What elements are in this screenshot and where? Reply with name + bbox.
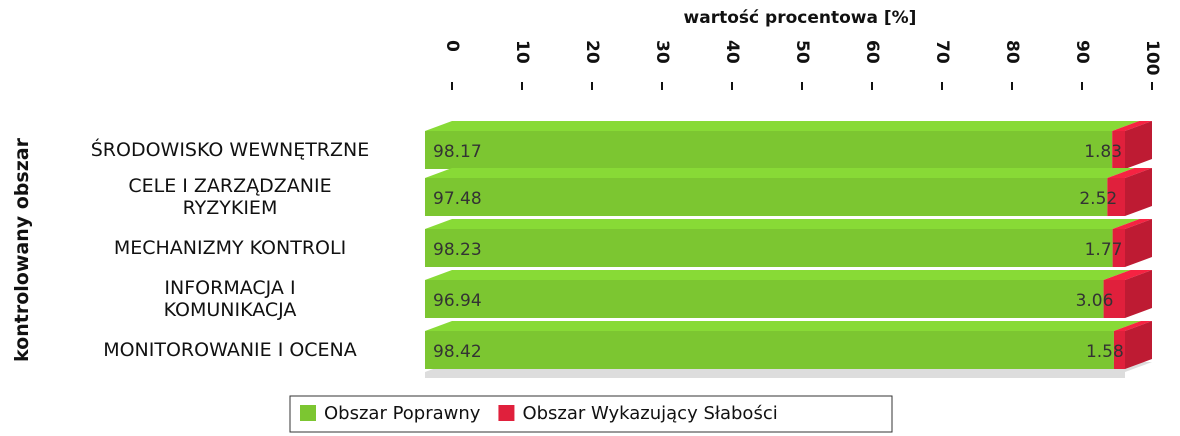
bar-side [1125, 321, 1152, 369]
bar-segment [1112, 219, 1152, 267]
category-label: MECHANIZMY KONTROLI [113, 237, 347, 259]
bar-top [1112, 219, 1152, 229]
category-label: MONITOROWANIE I OCENA [103, 339, 357, 361]
value-label: 98.42 [433, 342, 482, 362]
bar-top [1112, 121, 1152, 131]
bar-front [1112, 131, 1125, 169]
x-tick-label: 10 [512, 40, 532, 64]
bar-segment [425, 270, 1131, 318]
bar-top [425, 270, 1131, 280]
bar-front [425, 178, 1108, 216]
bar-front [1107, 178, 1125, 216]
legend-swatch [498, 405, 515, 421]
bar-segment [425, 121, 1140, 169]
bar-segment [1113, 321, 1152, 369]
bar-top [1113, 321, 1152, 331]
bar-top [425, 121, 1140, 131]
x-axis-title: wartość procentowa [%] [684, 8, 917, 28]
x-tick-label: 60 [862, 40, 882, 64]
legend-swatch [300, 405, 316, 421]
bar-front [425, 280, 1104, 318]
bar-segment [1107, 168, 1152, 216]
bar-front [1113, 331, 1125, 369]
value-label: 1.58 [1086, 342, 1124, 362]
bar-segment [425, 168, 1135, 216]
bar-segment [1103, 270, 1152, 318]
x-tick-label: 90 [1072, 40, 1092, 64]
bar-segment [425, 321, 1141, 369]
value-label: 1.83 [1084, 142, 1122, 162]
bar-segment [425, 219, 1140, 267]
bar-top [1107, 168, 1152, 178]
legend-box [289, 395, 893, 433]
bar-segment [1112, 121, 1152, 169]
bar-front [425, 331, 1114, 369]
value-label: 98.23 [433, 240, 482, 260]
bar-top [1103, 270, 1152, 280]
category-label: CELE I ZARZĄDZANIE RYZYKIEM [128, 175, 332, 219]
value-label: 1.77 [1085, 240, 1123, 260]
bar-side [1125, 168, 1152, 216]
x-tick-label: 40 [722, 40, 742, 64]
category-label: ŚRODOWISKO WEWNĘTRZNE [90, 139, 370, 161]
x-tick-label: 70 [932, 40, 952, 64]
legend-label: Obszar Poprawny [324, 403, 481, 424]
legend-label: Obszar Wykazujący Słabości [522, 403, 777, 424]
value-label: 97.48 [433, 189, 482, 209]
bar-top [425, 168, 1135, 178]
bar-side [1125, 121, 1152, 169]
x-tick-label: 80 [1002, 40, 1022, 64]
bar-front [425, 131, 1113, 169]
x-tick-label: 20 [582, 40, 602, 64]
x-tick-label: 100 [1142, 40, 1162, 76]
x-tick-label: 50 [792, 40, 812, 64]
value-label: 2.52 [1079, 189, 1117, 209]
value-label: 96.94 [433, 291, 482, 311]
bar-front [1103, 280, 1125, 318]
x-tick-label: 0 [442, 40, 462, 52]
y-axis-title: kontrolowany obszar [11, 138, 33, 362]
x-tick-label: 30 [652, 40, 672, 64]
bar-side [1125, 219, 1152, 267]
value-label: 98.17 [433, 142, 482, 162]
category-label: INFORMACJA I KOMUNIKACJA [163, 277, 297, 321]
value-label: 3.06 [1076, 291, 1114, 311]
bar-top [425, 321, 1141, 331]
bar-top [425, 219, 1140, 229]
bar-front [1112, 229, 1125, 267]
bar-front [425, 229, 1113, 267]
bar-side [1125, 270, 1152, 318]
